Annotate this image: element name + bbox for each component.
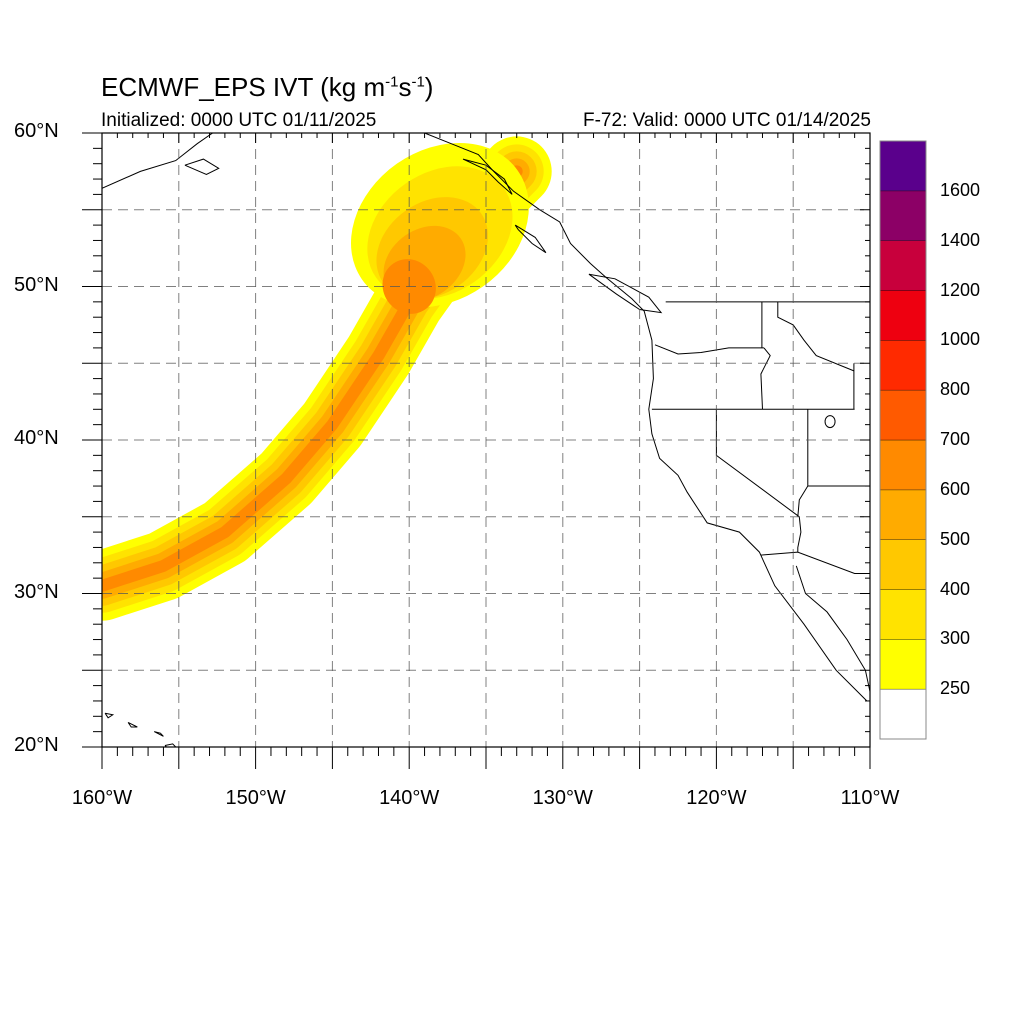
colorbar-swatch (879, 190, 927, 241)
lat-label: 20°N (14, 734, 59, 756)
coastline-ca-az (797, 516, 802, 553)
coastline-gulf-of-california (795, 565, 870, 692)
colorbar-swatch (879, 489, 927, 540)
colorbar-swatch (879, 290, 927, 341)
chart-title: ECMWF_EPS IVT (kg m-1s-1) (101, 72, 434, 102)
colorbar-label: 250 (940, 678, 971, 699)
colorbar-label: 600 (940, 478, 971, 499)
colorbar-swatch (879, 140, 927, 192)
lon-label: 130°W (532, 787, 593, 809)
colorbar-label: 1600 (940, 179, 981, 200)
colorbar-swatch (879, 639, 927, 690)
colorbar (879, 140, 927, 740)
ivt-plume (102, 136, 552, 621)
colorbar-label: 800 (940, 379, 971, 400)
coastline-us-mexico (760, 551, 870, 574)
colorbar-label: 400 (940, 578, 971, 599)
lon-label: 140°W (379, 787, 440, 809)
coastline-hawaii-oahu (127, 721, 138, 728)
colorbar-swatch (879, 688, 927, 740)
lat-lon-gridlines (102, 133, 870, 747)
lat-label: 40°N (14, 427, 59, 449)
colorbar-label: 1400 (940, 229, 981, 250)
coastline-hawaii-maui (153, 731, 164, 737)
lon-label: 120°W (686, 787, 747, 809)
coastline-vancouver-island (588, 273, 663, 314)
colorbar-frame (879, 140, 927, 740)
valid-time-label: F-72: Valid: 0000 UTC 01/14/2025 (583, 110, 871, 131)
coastline-wa-or (654, 344, 764, 355)
coastline-hawaii-big (164, 743, 177, 747)
lon-label: 160°W (71, 787, 133, 809)
coastlines-and-borders (102, 133, 870, 747)
lat-label: 30°N (14, 580, 59, 603)
great-salt-lake (824, 415, 836, 429)
colorbar-swatch (879, 539, 927, 590)
coastline-alaska-peninsula (102, 133, 213, 189)
coastline-hawaii-kauai (104, 712, 115, 719)
colorbar-label: 1000 (940, 329, 981, 350)
coastline-haida-gwaii (514, 224, 547, 254)
lon-label: 110°W (840, 787, 900, 809)
coastline-or-id (760, 347, 771, 410)
colorbar-swatch (879, 589, 927, 640)
colorbar-label: 700 (940, 429, 971, 449)
lat-label: 60°N (14, 120, 59, 142)
colorbar-label: 300 (940, 628, 971, 649)
colorbar-swatch (879, 340, 927, 391)
axis-ticks (82, 132, 871, 769)
coastline-west-coast (424, 133, 868, 702)
coastline-nv-az-ut (797, 409, 809, 517)
colorbar-swatch (879, 389, 927, 441)
init-time-label: Initialized: 0000 UTC 01/11/2025 (101, 110, 377, 131)
lat-label: 50°N (14, 273, 59, 296)
colorbar-label: 1200 (940, 279, 981, 300)
colorbar-label: 500 (940, 528, 971, 549)
coastline-mt-id (777, 301, 855, 372)
coastline-kodiak (184, 158, 220, 175)
map-frame (101, 132, 871, 748)
lon-label: 150°W (225, 787, 286, 809)
colorbar-swatch (879, 439, 927, 491)
colorbar-swatch (879, 240, 927, 291)
